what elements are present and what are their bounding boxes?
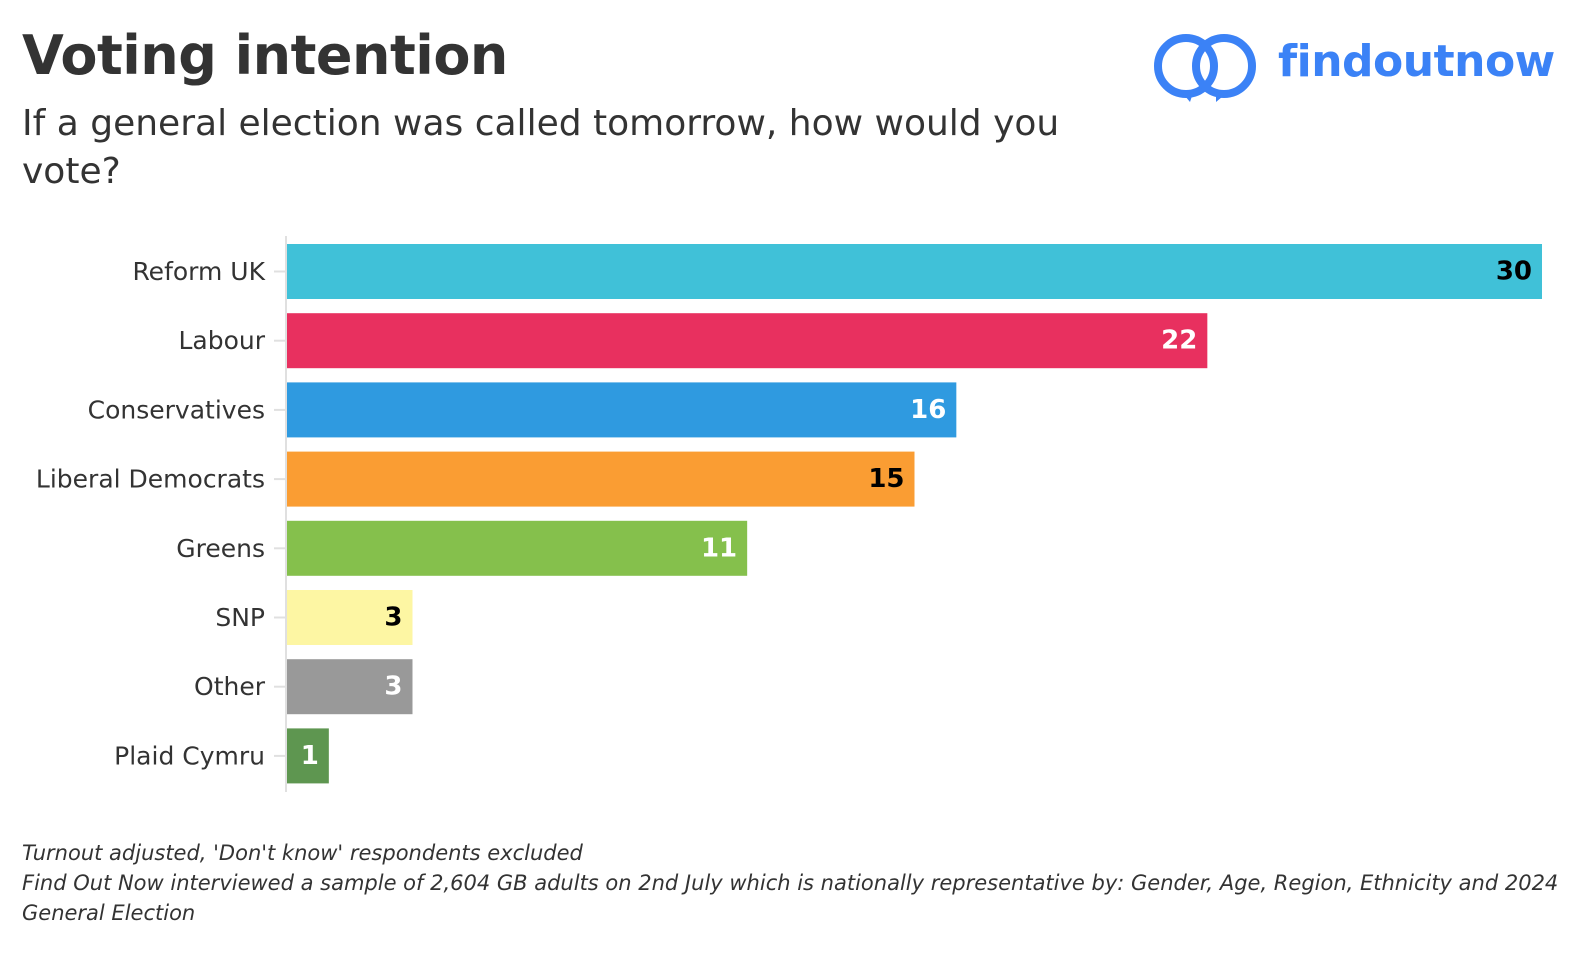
value-label-conservatives: 16 — [910, 395, 946, 425]
category-label-snp: SNP — [215, 603, 265, 632]
category-label-plaid-cymru: Plaid Cymru — [114, 741, 265, 770]
bar-plaid-cymru — [287, 728, 329, 784]
footnote: Turnout adjusted, 'Don't know' responden… — [22, 838, 1562, 928]
chart-subtitle: If a general election was called tomorro… — [22, 103, 1060, 192]
bar-snp — [287, 590, 413, 645]
category-label-other: Other — [194, 672, 266, 701]
bar-conservatives — [287, 382, 957, 438]
footnote-line-1: Turnout adjusted, 'Don't know' responden… — [22, 841, 583, 865]
value-label-labour: 22 — [1161, 326, 1197, 356]
bar-other — [287, 659, 413, 715]
value-label-liberal-democrats: 15 — [868, 464, 904, 494]
value-label-snp: 3 — [384, 603, 402, 633]
value-label-other: 3 — [384, 672, 402, 702]
brand-name: findoutnow — [1278, 36, 1555, 87]
category-label-liberal-democrats: Liberal Democrats — [36, 465, 265, 494]
value-label-reform-uk: 30 — [1496, 257, 1532, 287]
findoutnow-logo: findoutnow — [1150, 30, 1555, 110]
bar-chart: Reform UK 30 Labour 22 Conservatives 16 Libera… — [36, 236, 1542, 792]
footnote-line-2: Find Out Now interviewed a sample of 2,6… — [22, 871, 1565, 925]
bar-liberal-democrats — [287, 451, 915, 507]
two-interlocking-rings-icon — [1154, 34, 1256, 102]
value-label-plaid-cymru: 1 — [301, 741, 319, 771]
bar-reform-uk — [287, 244, 1542, 299]
bar-greens — [287, 520, 748, 576]
category-label-reform-uk: Reform UK — [132, 257, 265, 286]
category-label-conservatives: Conservatives — [88, 395, 265, 424]
category-label-greens: Greens — [176, 534, 265, 563]
chart-title: Voting intention — [22, 24, 508, 87]
bar-labour — [287, 313, 1208, 369]
value-label-greens: 11 — [701, 533, 737, 563]
category-label-labour: Labour — [178, 326, 265, 355]
